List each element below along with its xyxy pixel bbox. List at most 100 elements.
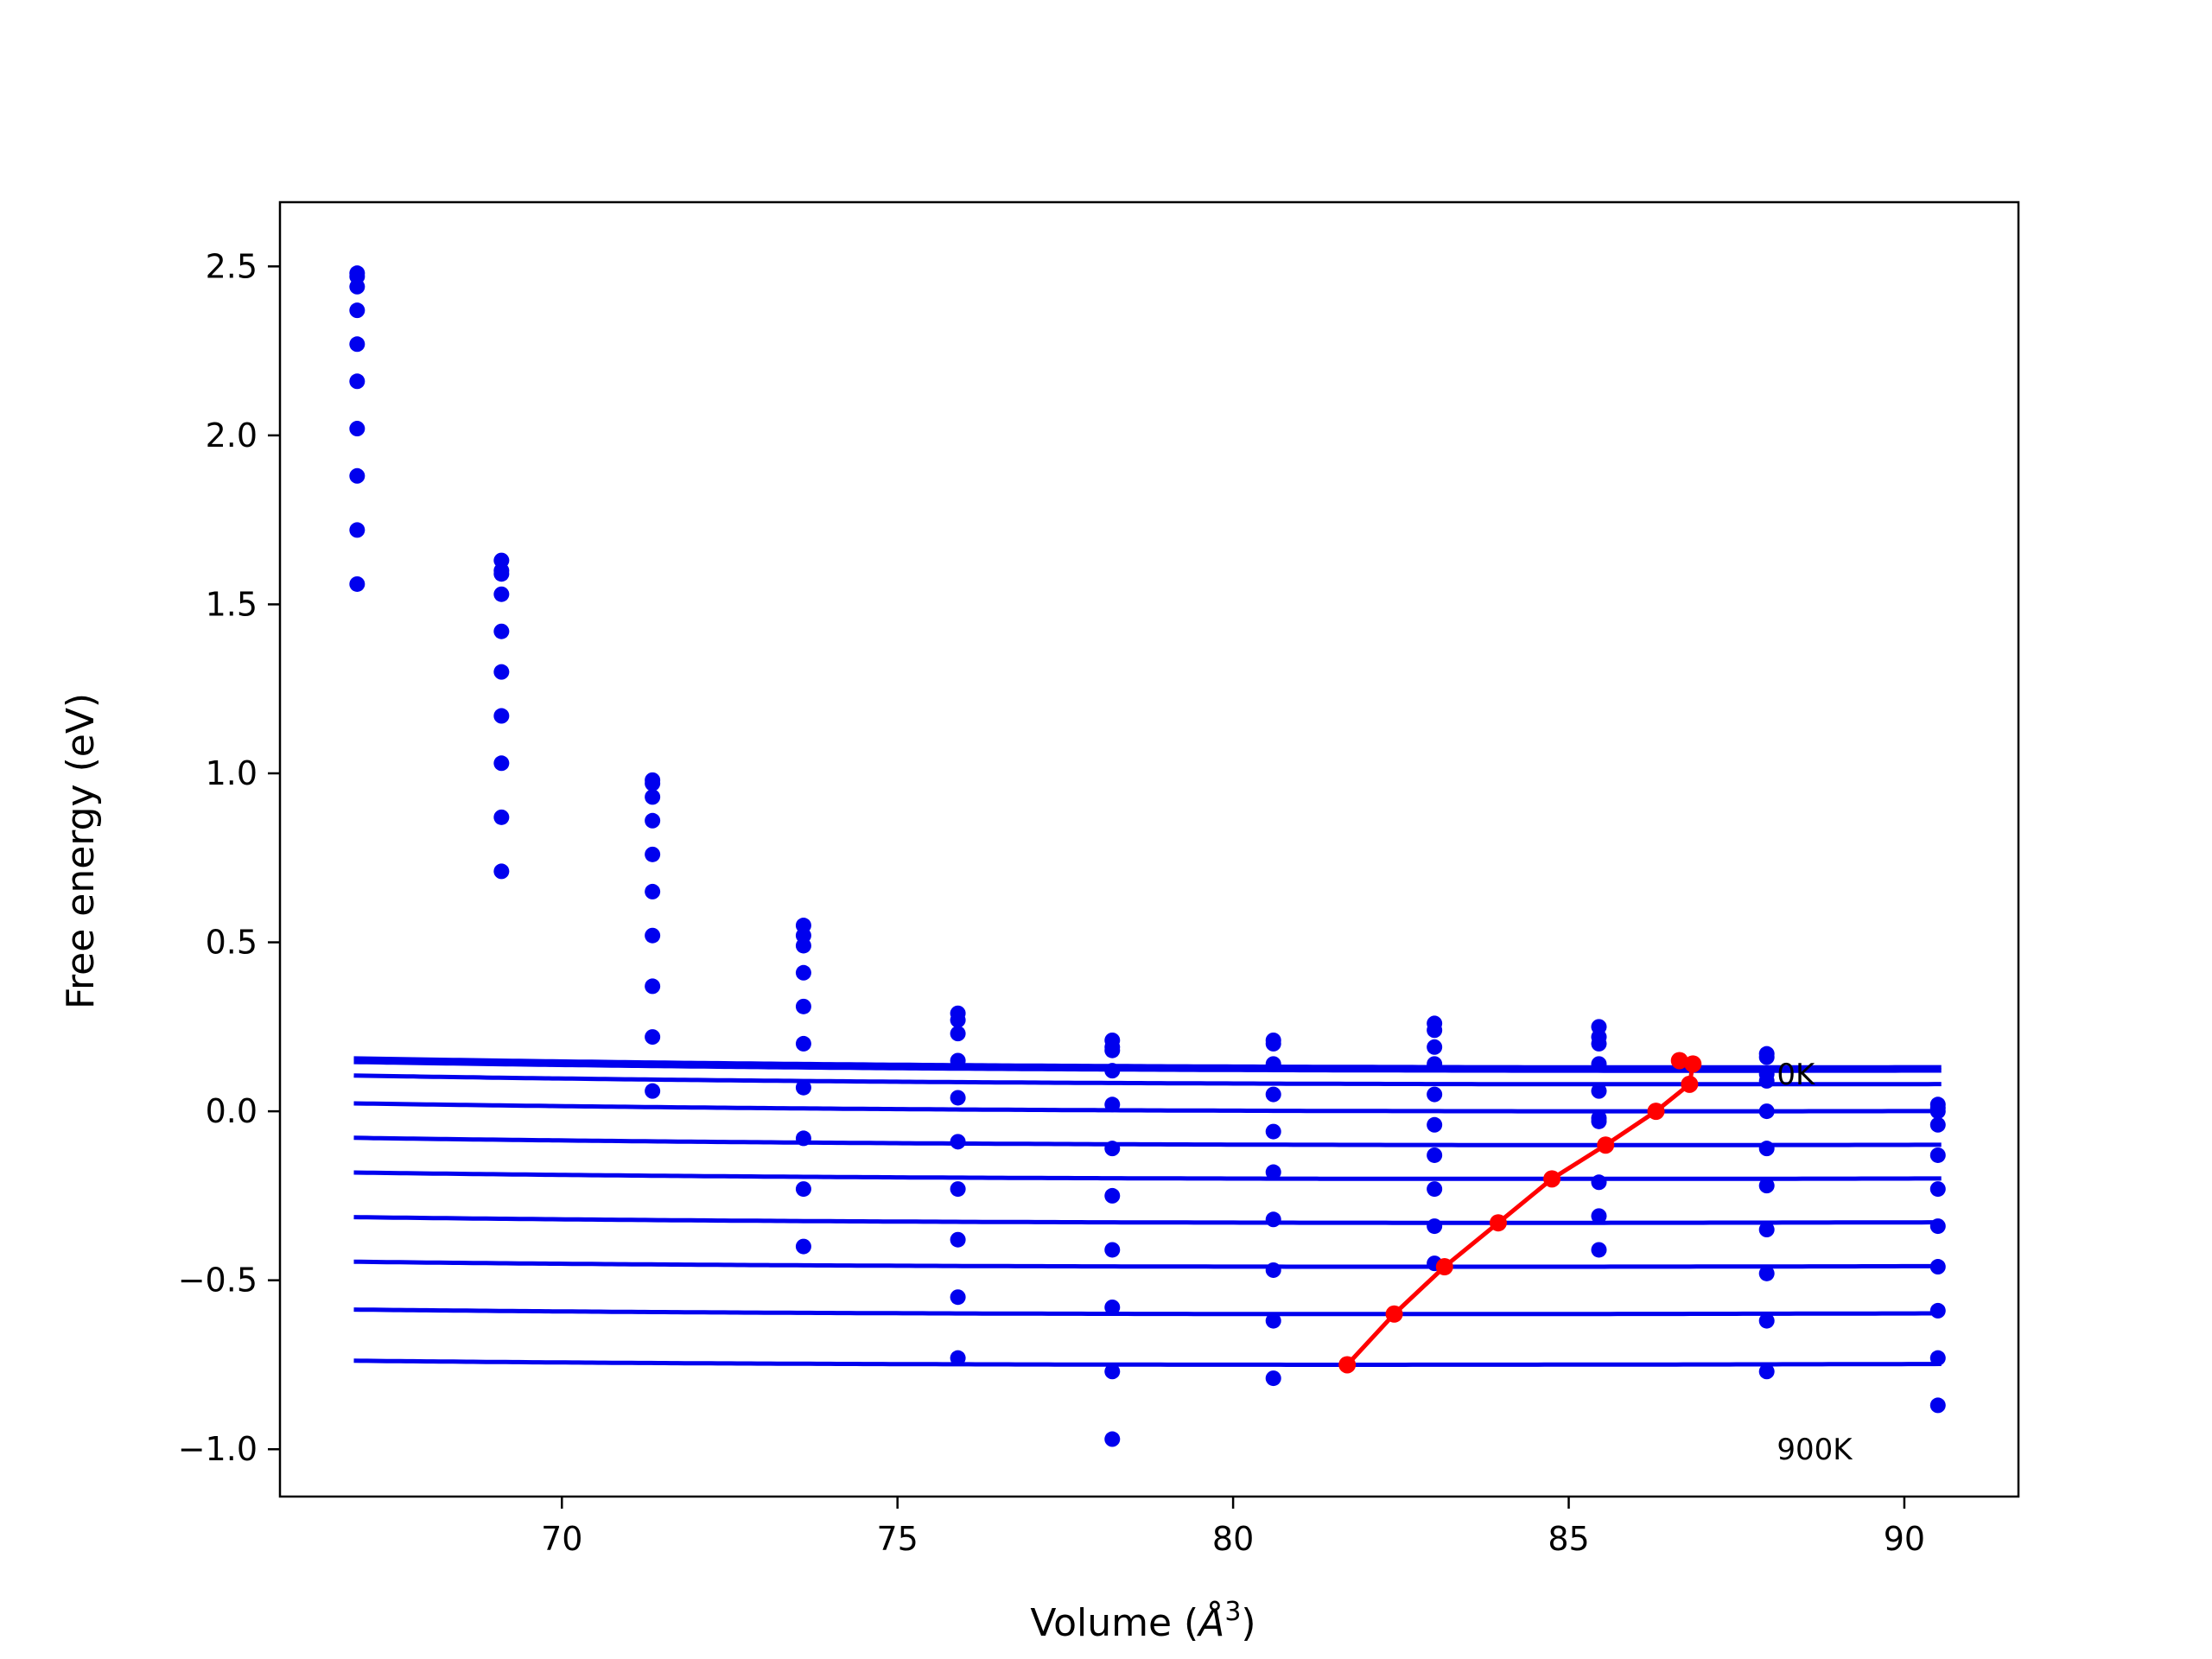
data-point-600K xyxy=(645,927,661,944)
data-point-400K xyxy=(349,336,365,353)
data-point-200K xyxy=(1929,1103,1946,1120)
data-point-600K xyxy=(1758,1178,1775,1194)
x-axis-label: Volume (Å3) xyxy=(1030,1597,1255,1645)
data-point-800K xyxy=(645,1029,661,1046)
minimum-point xyxy=(1435,1258,1453,1276)
data-point-700K xyxy=(1591,1208,1607,1224)
data-point-900K xyxy=(349,575,365,592)
y-tick-label: 0.0 xyxy=(206,1092,257,1130)
data-point-900K xyxy=(1265,1370,1281,1387)
data-point-900K xyxy=(950,1350,966,1366)
fit-curve-600K xyxy=(353,1215,1942,1225)
data-point-400K xyxy=(1929,1147,1946,1163)
minima-line xyxy=(1345,1058,1696,1367)
data-point-500K xyxy=(1427,1116,1443,1133)
data-point-600K xyxy=(795,1079,811,1096)
fit-curve-700K xyxy=(353,1259,1942,1269)
data-point-300K xyxy=(1758,1072,1775,1089)
minimum-point xyxy=(1684,1055,1702,1073)
minimum-point xyxy=(1338,1356,1357,1374)
data-point-200K xyxy=(1591,1035,1607,1052)
data-point-500K xyxy=(493,664,510,680)
x-tick-label: 85 xyxy=(1548,1520,1589,1558)
data-point-700K xyxy=(950,1231,966,1248)
minimum-point xyxy=(1385,1305,1403,1323)
data-point-200K xyxy=(1265,1056,1281,1072)
data-point-900K xyxy=(795,1238,811,1255)
annotation-label: 900K xyxy=(1777,1433,1853,1467)
data-point-900K xyxy=(1591,1109,1607,1126)
minimum-point xyxy=(1597,1136,1615,1154)
data-point-600K xyxy=(1929,1218,1946,1235)
data-point-600K xyxy=(950,1181,966,1198)
data-point-400K xyxy=(645,846,661,862)
data-point-200K xyxy=(950,1026,966,1042)
data-point-700K xyxy=(1427,1218,1443,1235)
data-point-300K xyxy=(493,586,510,602)
data-point-300K xyxy=(1591,1056,1607,1072)
data-point-900K xyxy=(645,1083,661,1099)
y-axis-ticks: 2.5 2.0 1.5 1.0 0.5 0.0 −0.5 −1.0 xyxy=(178,247,280,1468)
data-point-300K xyxy=(1265,1086,1281,1103)
data-point-900K xyxy=(1427,1181,1443,1198)
data-point-800K xyxy=(349,522,365,538)
data-point-200K xyxy=(795,938,811,954)
data-point-200K xyxy=(1427,1039,1443,1055)
annotations: 0K 900K xyxy=(1777,1058,1853,1467)
data-point-400K xyxy=(493,623,510,639)
data-point-100K xyxy=(1758,1049,1775,1065)
data-point-200K xyxy=(1104,1042,1121,1058)
x-tick-label: 75 xyxy=(877,1520,918,1558)
data-point-500K xyxy=(795,1035,811,1052)
data-point-800K xyxy=(1929,1302,1946,1319)
data-point-600K xyxy=(493,708,510,724)
data-point-600K xyxy=(349,421,365,437)
data-point-extra xyxy=(1929,1397,1946,1414)
fit-curve-100K xyxy=(353,1059,1942,1073)
data-point-800K xyxy=(1265,1313,1281,1329)
y-axis-label: Free energy (eV) xyxy=(59,693,103,1009)
data-point-700K xyxy=(1758,1222,1775,1238)
data-point-500K xyxy=(1929,1181,1946,1198)
data-point-400K xyxy=(795,998,811,1014)
data-point-200K xyxy=(493,566,510,582)
data-point-300K xyxy=(645,812,661,829)
fit-curve-800K xyxy=(353,1307,1942,1317)
data-point-500K xyxy=(1104,1141,1121,1157)
data-point-800K xyxy=(1758,1265,1775,1281)
data-point-300K xyxy=(1104,1063,1121,1079)
fit-curve-200K xyxy=(353,1073,1942,1087)
data-point-extra xyxy=(1104,1431,1121,1447)
data-point-700K xyxy=(349,467,365,484)
y-tick-label: 0.5 xyxy=(206,924,257,962)
data-point-400K xyxy=(1591,1083,1607,1099)
data-point-500K xyxy=(1758,1141,1775,1157)
minimum-point xyxy=(1670,1052,1688,1070)
data-point-900K xyxy=(1758,1313,1775,1329)
minima-trace xyxy=(1338,1052,1702,1374)
y-tick-label: −1.0 xyxy=(178,1430,257,1468)
data-point-300K xyxy=(1427,1056,1443,1072)
data-point-800K xyxy=(950,1289,966,1306)
data-point-700K xyxy=(1929,1259,1946,1275)
minimum-point xyxy=(1543,1170,1561,1188)
annotation-label: 0K xyxy=(1777,1058,1816,1092)
data-point-300K xyxy=(795,964,811,981)
data-point-700K xyxy=(1104,1242,1121,1258)
data-points xyxy=(349,265,1946,1447)
data-point-800K xyxy=(1591,1242,1607,1258)
data-point-400K xyxy=(950,1090,966,1106)
data-point-700K xyxy=(795,1130,811,1147)
data-point-600K xyxy=(1591,1174,1607,1191)
fit-curve-500K xyxy=(353,1170,1942,1181)
data-point-400K xyxy=(1758,1103,1775,1120)
y-tick-label: −0.5 xyxy=(178,1262,257,1300)
data-point-900K xyxy=(1104,1363,1121,1380)
fit-curve-300K xyxy=(353,1101,1942,1114)
minimum-point xyxy=(1489,1214,1507,1232)
data-point-500K xyxy=(1265,1164,1281,1180)
data-point-600K xyxy=(1104,1187,1121,1204)
data-point-400K xyxy=(1427,1086,1443,1103)
